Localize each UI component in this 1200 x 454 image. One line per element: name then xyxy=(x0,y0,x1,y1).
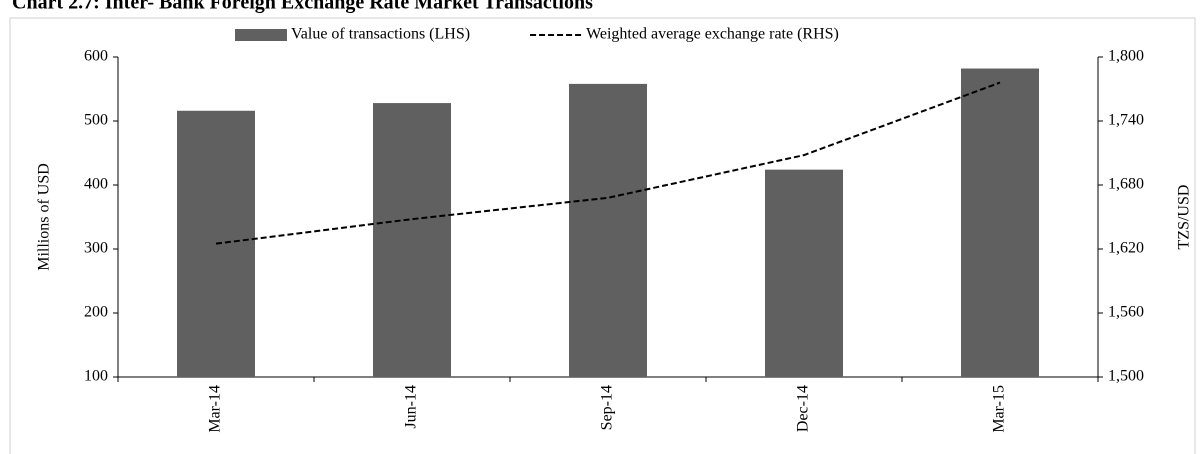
y-axis-label: Millions of USD xyxy=(36,163,53,271)
line xyxy=(215,81,1001,245)
bar xyxy=(177,110,255,377)
bar xyxy=(373,103,451,377)
y2-tick-label: 1,740 xyxy=(1108,112,1144,129)
y-tick-label: 300 xyxy=(84,240,108,257)
y-tick-label: 100 xyxy=(84,368,108,385)
y2-tick-label: 1,560 xyxy=(1108,304,1144,321)
bar xyxy=(765,169,843,377)
bar xyxy=(961,68,1039,378)
y-tick-label: 600 xyxy=(84,48,108,65)
bar xyxy=(569,83,647,377)
legend-swatch xyxy=(235,29,287,41)
x-tick-label: Sep-14 xyxy=(599,385,616,430)
y2-axis-label: TZS/USD xyxy=(1176,185,1193,250)
chart-title: Chart 2.7: Inter- Bank Foreign Exchange … xyxy=(12,0,593,14)
y2-tick-label: 1,500 xyxy=(1108,368,1144,385)
legend-label: Value of transactions (LHS) xyxy=(291,26,470,43)
chart-border xyxy=(9,17,1196,454)
x-tick-label: Mar-14 xyxy=(207,385,224,433)
y2-tick-label: 1,680 xyxy=(1108,176,1144,193)
y-tick-label: 500 xyxy=(84,112,108,129)
legend-label: Weighted average exchange rate (RHS) xyxy=(586,26,839,43)
y-tick-label: 200 xyxy=(84,304,108,321)
x-tick-label: Jun-14 xyxy=(403,385,420,429)
y2-tick-label: 1,800 xyxy=(1108,48,1144,65)
y2-tick-label: 1,620 xyxy=(1108,240,1144,257)
x-tick-label: Dec-14 xyxy=(795,385,812,432)
y-tick-label: 400 xyxy=(84,176,108,193)
x-tick-label: Mar-15 xyxy=(991,385,1008,433)
